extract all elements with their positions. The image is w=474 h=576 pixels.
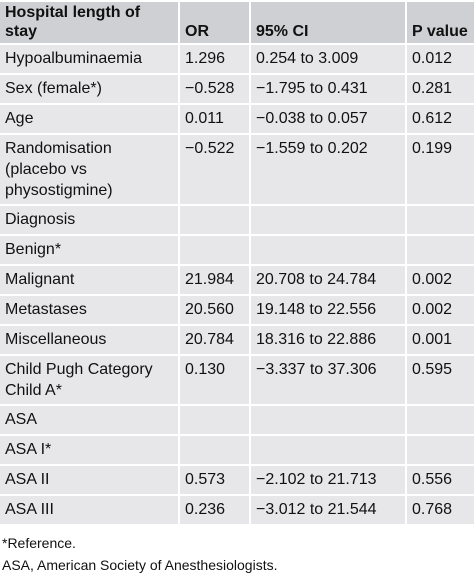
- cell: 0.011: [178, 103, 251, 135]
- header-row: Hospital length of stay OR 95% CI P valu…: [0, 0, 474, 45]
- row-label: ASA: [0, 404, 180, 436]
- cell: 20.708 to 24.784: [249, 264, 407, 296]
- row-label: Age: [0, 103, 180, 135]
- cell: [405, 234, 474, 266]
- header-cell: 95% CI: [249, 0, 407, 45]
- cell: [178, 434, 251, 466]
- cell: [178, 404, 251, 436]
- cell: 0.199: [405, 133, 474, 206]
- cell: 0.001: [405, 324, 474, 356]
- cell: −3.012 to 21.544: [249, 494, 407, 526]
- cell: [249, 404, 407, 436]
- cell: 0.281: [405, 73, 474, 105]
- row-label: Hypoalbuminaemia: [0, 43, 180, 75]
- table-row: Malignant 21.984 20.708 to 24.784 0.002: [0, 264, 474, 296]
- cell: 0.130: [178, 354, 251, 406]
- cell: 18.316 to 22.886: [249, 324, 407, 356]
- footnote: ASA, American Society of Anesthesiologis…: [2, 557, 278, 573]
- cell: [405, 404, 474, 436]
- row-label: Randomisation (placebo vs physostigmine): [0, 133, 180, 206]
- row-label: Malignant: [0, 264, 180, 296]
- footnotes: *Reference. ASA, American Society of Ane…: [2, 532, 474, 576]
- cell: [249, 204, 407, 236]
- table-row: ASA III 0.236 −3.012 to 21.544 0.768: [0, 494, 474, 526]
- table-row: Randomisation (placebo vs physostigmine)…: [0, 133, 474, 206]
- cell: 0.768: [405, 494, 474, 526]
- row-label: Sex (female*): [0, 73, 180, 105]
- table-row: Benign*: [0, 234, 474, 266]
- cell: 0.236: [178, 494, 251, 526]
- cell: 0.012: [405, 43, 474, 75]
- cell: −0.522: [178, 133, 251, 206]
- cell: [249, 434, 407, 466]
- table-row: Metastases 20.560 19.148 to 22.556 0.002: [0, 294, 474, 326]
- row-label: Benign*: [0, 234, 180, 266]
- row-label: Child Pugh Category Child A*: [0, 354, 180, 406]
- cell: 20.784: [178, 324, 251, 356]
- cell: −1.559 to 0.202: [249, 133, 407, 206]
- table-row: Miscellaneous 20.784 18.316 to 22.886 0.001: [0, 324, 474, 356]
- cell: 19.148 to 22.556: [249, 294, 407, 326]
- cell: −1.795 to 0.431: [249, 73, 407, 105]
- results-table: Hospital length of stay OR 95% CI P valu…: [0, 0, 474, 526]
- header-cell: OR: [178, 0, 251, 45]
- row-label: ASA III: [0, 494, 180, 526]
- cell: −0.038 to 0.057: [249, 103, 407, 135]
- row-label: ASA I*: [0, 434, 180, 466]
- cell: [405, 204, 474, 236]
- footnote: *Reference.: [2, 535, 76, 551]
- cell: [178, 234, 251, 266]
- cell: [405, 434, 474, 466]
- cell: 20.560: [178, 294, 251, 326]
- table-row: ASA: [0, 404, 474, 436]
- row-label: Metastases: [0, 294, 180, 326]
- table-row: Hypoalbuminaemia 1.296 0.254 to 3.009 0.012: [0, 43, 474, 75]
- cell: −2.102 to 21.713: [249, 464, 407, 496]
- cell: 0.595: [405, 354, 474, 406]
- cell: 0.002: [405, 264, 474, 296]
- table-body: Hypoalbuminaemia 1.296 0.254 to 3.009 0.012…: [0, 43, 474, 526]
- header-cell: Hospital length of stay: [0, 0, 180, 45]
- cell: [249, 234, 407, 266]
- header-cell: P value: [405, 0, 474, 45]
- cell: −0.528: [178, 73, 251, 105]
- row-label: Diagnosis: [0, 204, 180, 236]
- cell: 0.002: [405, 294, 474, 326]
- table-row: ASA II 0.573 −2.102 to 21.713 0.556: [0, 464, 474, 496]
- cell: 0.612: [405, 103, 474, 135]
- cell: −3.337 to 37.306: [249, 354, 407, 406]
- row-label: Miscellaneous: [0, 324, 180, 356]
- row-label: ASA II: [0, 464, 180, 496]
- table-row: Child Pugh Category Child A* 0.130 −3.337 …: [0, 354, 474, 406]
- cell: [178, 204, 251, 236]
- table-row: Age 0.011 −0.038 to 0.057 0.612: [0, 103, 474, 135]
- cell: 1.296: [178, 43, 251, 75]
- cell: 0.254 to 3.009: [249, 43, 407, 75]
- cell: 0.556: [405, 464, 474, 496]
- table-row: ASA I*: [0, 434, 474, 466]
- cell: 21.984: [178, 264, 251, 296]
- table-row: Diagnosis: [0, 204, 474, 236]
- cell: 0.573: [178, 464, 251, 496]
- table-row: Sex (female*) −0.528 −1.795 to 0.431 0.281: [0, 73, 474, 105]
